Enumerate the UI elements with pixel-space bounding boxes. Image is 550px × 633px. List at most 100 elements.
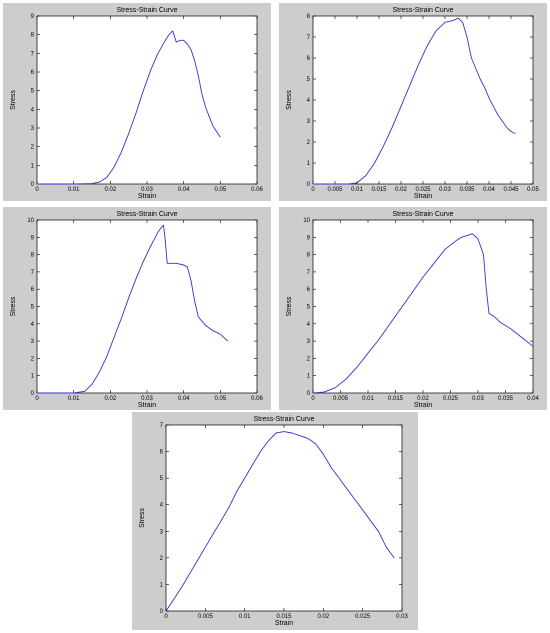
y-tick-label: 1 [31, 374, 35, 380]
y-tick-label: 2 [31, 356, 35, 362]
x-tick-label: 0.025 [415, 187, 431, 193]
y-axis-label: Stress [139, 508, 146, 528]
y-tick-label: 3 [31, 126, 35, 132]
x-tick-label: 0.045 [503, 187, 519, 193]
x-tick-label: 0.03 [141, 187, 153, 193]
y-tick-label: 9 [31, 235, 35, 241]
y-tick-label: 0 [31, 391, 35, 397]
x-tick-label: 0.005 [198, 614, 214, 620]
y-tick-label: 3 [307, 339, 311, 345]
x-tick-label: 0.01 [68, 396, 80, 402]
x-axis-label: Strain [275, 620, 293, 627]
chart-svg-1: Stress-Strain Curve 0 0.01 0.02 0.03 0.04 0.05… [10, 7, 263, 200]
chart-title: Stress-Strain Curve [392, 7, 453, 14]
y-tick-label: 4 [307, 322, 311, 328]
chart-svg-2: Stress-Strain Curve 0 0.005 0.01 0.015 0.02 0.… [286, 7, 539, 200]
y-tick-label: 2 [160, 556, 164, 562]
x-tick-label: 0.06 [251, 396, 263, 402]
x-tick-label: 0.03 [396, 614, 408, 620]
x-tick-label: 0.01 [239, 614, 251, 620]
y-tick-label: 6 [31, 287, 35, 293]
plot-area [312, 219, 534, 394]
y-tick-label: 1 [31, 163, 35, 169]
x-tick-label: 0.02 [104, 396, 116, 402]
y-tick-label: 9 [307, 235, 311, 241]
x-tick-label: 0 [164, 614, 168, 620]
y-tick-label: 2 [307, 140, 311, 146]
x-tick-label: 0.005 [327, 187, 343, 193]
y-tick-label: 0 [160, 609, 164, 615]
y-tick-label: 4 [31, 322, 35, 328]
x-tick-label: 0.06 [251, 187, 263, 193]
y-tick-label: 10 [27, 218, 34, 224]
chart-svg-3: Stress-Strain Curve 0 0.01 0.02 0.03 0.04 0.05… [10, 211, 263, 409]
y-tick-label: 5 [31, 305, 35, 311]
x-axis-label: Strain [414, 402, 432, 409]
y-tick-label: 3 [31, 339, 35, 345]
y-tick-label: 8 [307, 253, 311, 259]
plot-area [36, 219, 258, 394]
chart-title: Stress-Strain Curve [116, 7, 177, 14]
y-tick-label: 9 [31, 14, 35, 20]
y-tick-label: 0 [307, 182, 311, 188]
stress-strain-line [37, 224, 229, 394]
x-tick-label: 0 [35, 396, 39, 402]
y-tick-label: 4 [160, 503, 164, 509]
x-tick-label: 0.05 [214, 396, 226, 402]
chart-panel-1: Stress-Strain Curve 0 0.01 0.02 0.03 0.04 0.05… [3, 3, 271, 201]
y-tick-label: 6 [160, 450, 164, 456]
x-tick-label: 0.02 [104, 187, 116, 193]
y-tick-label: 8 [31, 253, 35, 259]
x-tick-label: 0 [35, 187, 39, 193]
chart-panel-3: Stress-Strain Curve 0 0.01 0.02 0.03 0.04 0.05… [3, 207, 271, 410]
y-tick-label: 5 [160, 476, 164, 482]
y-tick-label: 7 [307, 270, 311, 276]
y-tick-label: 8 [31, 33, 35, 39]
x-tick-label: 0.03 [439, 187, 451, 193]
x-axis-label: Strain [414, 193, 432, 200]
chart-panel-4: Stress-Strain Curve 0 0.005 0.01 0.015 0.02 0.… [279, 207, 547, 410]
x-tick-label: 0.03 [472, 396, 484, 402]
x-tick-label: 0.025 [355, 614, 371, 620]
y-tick-label: 5 [31, 89, 35, 95]
y-tick-label: 4 [307, 98, 311, 104]
y-tick-label: 5 [307, 305, 311, 311]
y-tick-label: 6 [307, 287, 311, 293]
x-tick-label: 0.015 [388, 396, 404, 402]
y-axis-label: Stress [10, 90, 17, 110]
plot-area [36, 15, 258, 185]
y-tick-label: 2 [307, 356, 311, 362]
stress-strain-line [312, 233, 534, 394]
x-tick-label: 0.01 [351, 187, 363, 193]
x-tick-label: 0.015 [276, 614, 292, 620]
y-tick-label: 8 [307, 14, 311, 20]
x-tick-label: 0.04 [178, 187, 190, 193]
x-tick-label: 0 [311, 187, 315, 193]
stress-strain-line [165, 431, 395, 612]
y-tick-label: 7 [160, 423, 164, 429]
x-tick-label: 0.01 [68, 187, 80, 193]
x-tick-label: 0.04 [483, 187, 495, 193]
x-tick-label: 0.005 [333, 396, 349, 402]
y-tick-label: 0 [31, 182, 35, 188]
y-tick-label: 3 [307, 119, 311, 125]
stress-strain-line [313, 17, 516, 185]
x-tick-label: 0.04 [527, 396, 539, 402]
y-tick-label: 4 [31, 107, 35, 113]
x-tick-label: 0.05 [214, 187, 226, 193]
x-tick-label: 0.03 [141, 396, 153, 402]
y-tick-label: 3 [160, 529, 164, 535]
y-tick-label: 7 [307, 35, 311, 41]
chart-title: Stress-Strain Curve [253, 416, 314, 423]
y-tick-label: 10 [303, 218, 310, 224]
x-axis-label: Strain [138, 193, 156, 200]
x-tick-label: 0.04 [178, 396, 190, 402]
x-tick-label: 0.035 [459, 187, 475, 193]
y-tick-label: 1 [307, 374, 311, 380]
y-tick-label: 1 [160, 582, 164, 588]
chart-title: Stress-Strain Curve [116, 211, 177, 218]
chart-title: Stress-Strain Curve [392, 211, 453, 218]
stress-strain-line [37, 30, 221, 185]
y-tick-label: 0 [307, 391, 311, 397]
plot-area [312, 15, 534, 185]
